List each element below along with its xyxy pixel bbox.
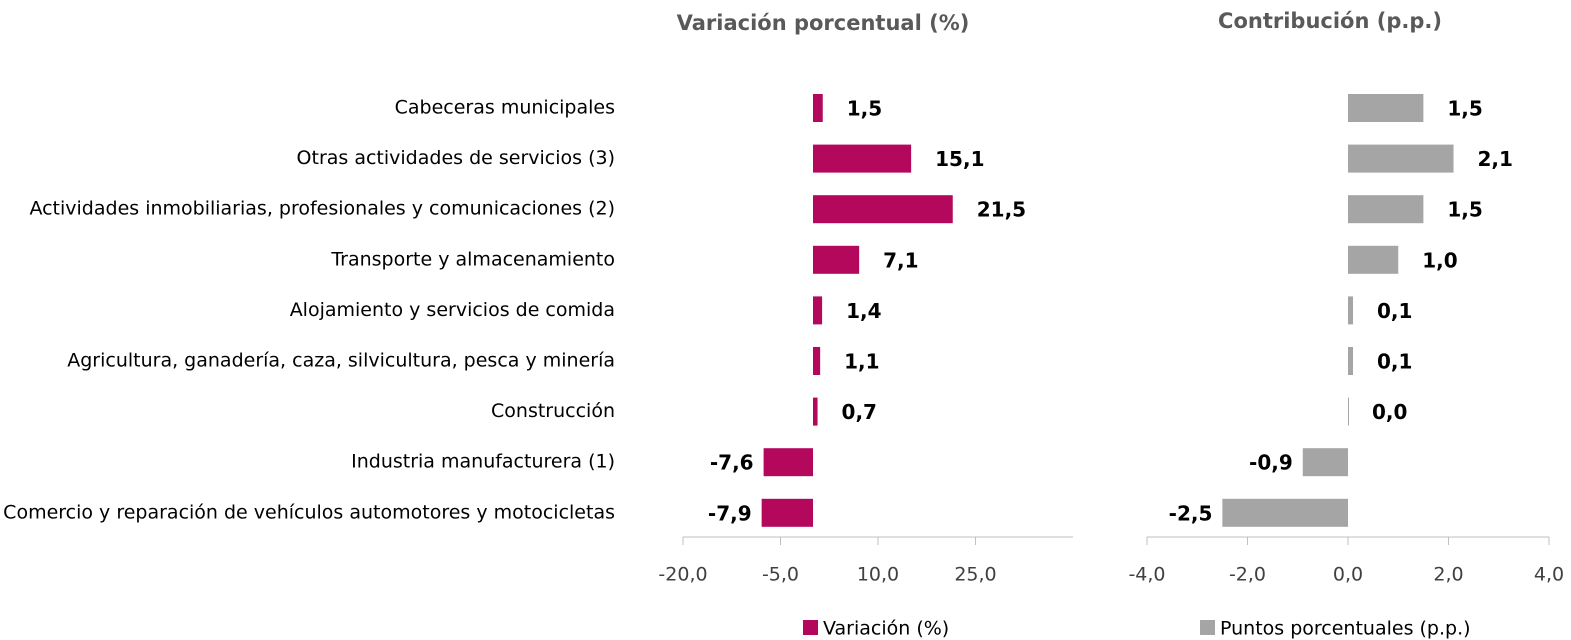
value-label: 2,1: [1478, 147, 1513, 171]
bar: [813, 144, 912, 173]
bar: [813, 94, 823, 122]
category-label: Otras actividades de servicios (3): [297, 147, 615, 169]
category-label: Comercio y reparación de vehículos autom…: [3, 501, 615, 523]
bar: [1302, 448, 1348, 477]
bar: [1222, 498, 1348, 527]
value-label: -7,9: [708, 501, 752, 525]
category-label: Construcción: [491, 400, 615, 422]
x-tick-label: -20,0: [658, 564, 707, 586]
x-tick-label: 10,0: [857, 564, 899, 586]
value-label: 1,4: [846, 299, 881, 323]
category-label: Actividades inmobiliarias, profesionales…: [29, 198, 615, 220]
bar: [763, 448, 813, 477]
category-label: Alojamiento y servicios de comida: [290, 299, 615, 321]
bar: [813, 195, 953, 224]
category-label: Cabeceras municipales: [395, 97, 615, 119]
chart-title: Contribución (p.p.): [1218, 9, 1442, 33]
value-label: 1,5: [1447, 97, 1482, 121]
value-label: -2,5: [1169, 501, 1213, 525]
bar: [1348, 245, 1399, 274]
bar: [813, 245, 860, 274]
bar: [1348, 94, 1424, 122]
value-label: 1,1: [844, 350, 879, 374]
x-tick-label: 2,0: [1433, 564, 1463, 586]
bar: [1348, 296, 1354, 325]
chart-title: Variación porcentual (%): [677, 11, 970, 35]
x-tick-label: -2,0: [1229, 564, 1266, 586]
category-label: Transporte y almacenamiento: [330, 248, 615, 270]
value-label: 0,1: [1377, 350, 1412, 374]
value-label: 0,0: [1372, 400, 1407, 424]
category-label: Agricultura, ganadería, caza, silvicultu…: [67, 350, 615, 372]
legend-label: Variación (%): [823, 618, 949, 640]
value-label: 0,1: [1377, 299, 1412, 323]
value-label: 1,5: [1447, 198, 1482, 222]
x-tick-label: -4,0: [1128, 564, 1165, 586]
legend-swatch: [803, 620, 818, 635]
value-label: 7,1: [883, 248, 918, 272]
legend-label: Puntos porcentuales (p.p.): [1220, 618, 1471, 640]
value-label: 15,1: [935, 147, 984, 171]
value-label: 1,0: [1422, 248, 1457, 272]
bar: [813, 347, 821, 375]
bar: [813, 296, 823, 325]
x-tick-label: -5,0: [762, 564, 799, 586]
x-tick-label: 25,0: [954, 564, 996, 586]
bar: [1348, 347, 1354, 375]
bar: [761, 498, 813, 527]
x-tick-label: 0,0: [1333, 564, 1363, 586]
value-label: 1,5: [847, 97, 882, 121]
x-tick-label: 4,0: [1534, 564, 1564, 586]
value-label: -0,9: [1249, 451, 1293, 475]
bar: [1348, 195, 1424, 224]
value-label: -7,6: [710, 451, 754, 475]
value-label: 21,5: [977, 198, 1026, 222]
value-label: 0,7: [842, 400, 877, 424]
legend-swatch: [1200, 620, 1215, 635]
bar: [813, 397, 818, 426]
category-label: Industria manufacturera (1): [351, 451, 615, 473]
bar: [1348, 397, 1349, 426]
bar: [1348, 144, 1454, 173]
